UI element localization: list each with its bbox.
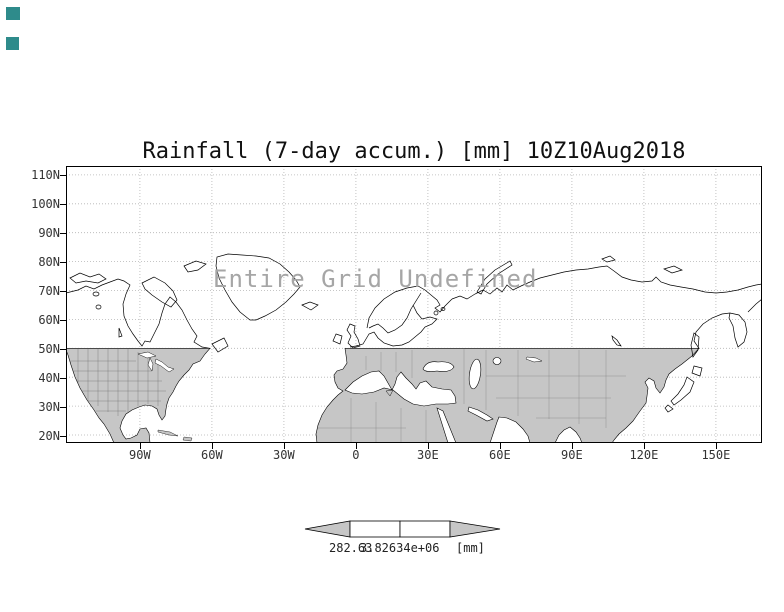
colorbar xyxy=(304,520,501,538)
y-tick-label: 40N xyxy=(38,370,60,385)
undefined-grid-message: Entire Grid Undefined xyxy=(213,265,538,293)
x-tick-label: 150E xyxy=(701,448,731,462)
x-tick-mark xyxy=(139,443,141,449)
lake-balkhash xyxy=(525,356,543,363)
sea-cutouts xyxy=(137,351,583,443)
world-map-plot xyxy=(66,166,762,443)
eurasia-country-borders xyxy=(318,349,626,443)
colorbar-right-arrow xyxy=(449,520,501,538)
bay-of-bengal xyxy=(554,426,583,443)
russia-arctic-fareast-coast xyxy=(451,255,762,413)
y-tick-mark xyxy=(60,262,66,263)
y-tick-label: 100N xyxy=(31,197,60,211)
y-tick-mark xyxy=(60,349,66,350)
x-tick-label: 90W xyxy=(129,448,151,462)
y-tick-label: 70N xyxy=(38,284,60,298)
colorbar-units-label: [mm] xyxy=(456,541,485,555)
black-sea xyxy=(422,361,455,372)
x-tick-label: 60E xyxy=(489,448,511,462)
x-tick-label: 90E xyxy=(561,448,583,462)
x-tick-mark xyxy=(643,443,645,449)
x-tick-mark xyxy=(211,443,213,449)
x-tick-label: 120E xyxy=(629,448,659,462)
greenland-iceland-coast xyxy=(215,253,319,321)
colorbar-min-label: 282.63 xyxy=(329,541,373,555)
x-tick-mark xyxy=(283,443,285,449)
coastlines xyxy=(66,253,762,413)
y-tick-mark xyxy=(60,291,66,292)
colorbar-max-label: 3.82634e+06 xyxy=(360,541,440,555)
europe-north-coast xyxy=(332,285,453,349)
x-tick-mark xyxy=(715,443,717,449)
x-tick-label: 0 xyxy=(352,448,360,462)
y-tick-label: 90N xyxy=(38,226,60,240)
y-tick-label: 20N xyxy=(38,428,60,443)
us-state-borders xyxy=(66,349,166,416)
y-tick-label: 50N xyxy=(38,342,60,356)
y-tick-mark xyxy=(60,204,66,205)
y-tick-mark xyxy=(60,233,66,234)
x-tick-label: 60W xyxy=(201,448,223,462)
y-tick-mark xyxy=(60,175,66,176)
colorbar-left-arrow xyxy=(304,520,351,538)
y-tick-mark xyxy=(60,406,66,408)
y-tick-label: 30N xyxy=(38,399,60,414)
x-tick-label: 30W xyxy=(273,448,295,462)
persian-gulf xyxy=(467,406,494,422)
arabian-sea xyxy=(489,416,531,443)
colorbar-segment-1 xyxy=(349,520,401,538)
aral-sea xyxy=(492,357,502,365)
chart-title: Rainfall (7-day accum.) [mm] 10Z10Aug201… xyxy=(142,139,686,164)
x-tick-mark xyxy=(427,443,429,449)
x-tick-mark xyxy=(571,443,573,449)
y-tick-label: 60N xyxy=(38,313,60,327)
great-lakes xyxy=(137,351,175,373)
caspian-sea xyxy=(468,358,482,390)
y-tick-mark xyxy=(60,377,66,379)
desktop-icon-square-2 xyxy=(6,37,19,50)
hispaniola-shaded xyxy=(182,436,193,442)
cuba-shaded xyxy=(157,429,179,437)
x-tick-label: 30E xyxy=(417,448,439,462)
x-tick-mark xyxy=(499,443,501,449)
desktop-icon-square-1 xyxy=(6,7,20,20)
eurasia-africa-shaded xyxy=(315,348,700,443)
colorbar-segment-2 xyxy=(399,520,451,538)
canada-arctic-hudson-coast xyxy=(66,260,229,353)
y-tick-label: 80N xyxy=(38,255,60,269)
y-tick-mark xyxy=(60,435,66,437)
y-tick-label: 110N xyxy=(31,168,60,182)
red-sea xyxy=(436,407,457,443)
x-tick-mark xyxy=(355,443,357,449)
y-tick-mark xyxy=(60,320,66,321)
plot-frame xyxy=(66,166,762,443)
mediterranean-sea xyxy=(344,370,457,407)
sicily xyxy=(385,389,394,397)
